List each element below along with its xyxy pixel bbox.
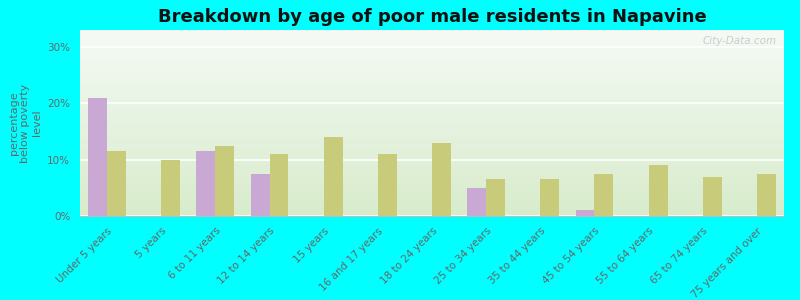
Bar xyxy=(467,188,486,216)
Bar xyxy=(575,210,594,216)
Bar xyxy=(250,174,270,216)
Bar xyxy=(197,151,215,216)
Bar xyxy=(378,154,397,216)
Bar xyxy=(757,174,776,216)
Bar xyxy=(432,143,451,216)
Bar xyxy=(486,179,505,216)
Bar xyxy=(270,154,289,216)
Bar xyxy=(702,176,722,216)
Y-axis label: percentage
below poverty
level: percentage below poverty level xyxy=(9,83,42,163)
Bar xyxy=(88,98,107,216)
Bar xyxy=(540,179,559,216)
Bar xyxy=(162,160,180,216)
Bar xyxy=(107,151,126,216)
Bar xyxy=(649,165,667,216)
Title: Breakdown by age of poor male residents in Napavine: Breakdown by age of poor male residents … xyxy=(158,8,706,26)
Bar xyxy=(594,174,614,216)
Bar xyxy=(215,146,234,216)
Text: City-Data.com: City-Data.com xyxy=(703,36,777,46)
Bar xyxy=(324,137,342,216)
